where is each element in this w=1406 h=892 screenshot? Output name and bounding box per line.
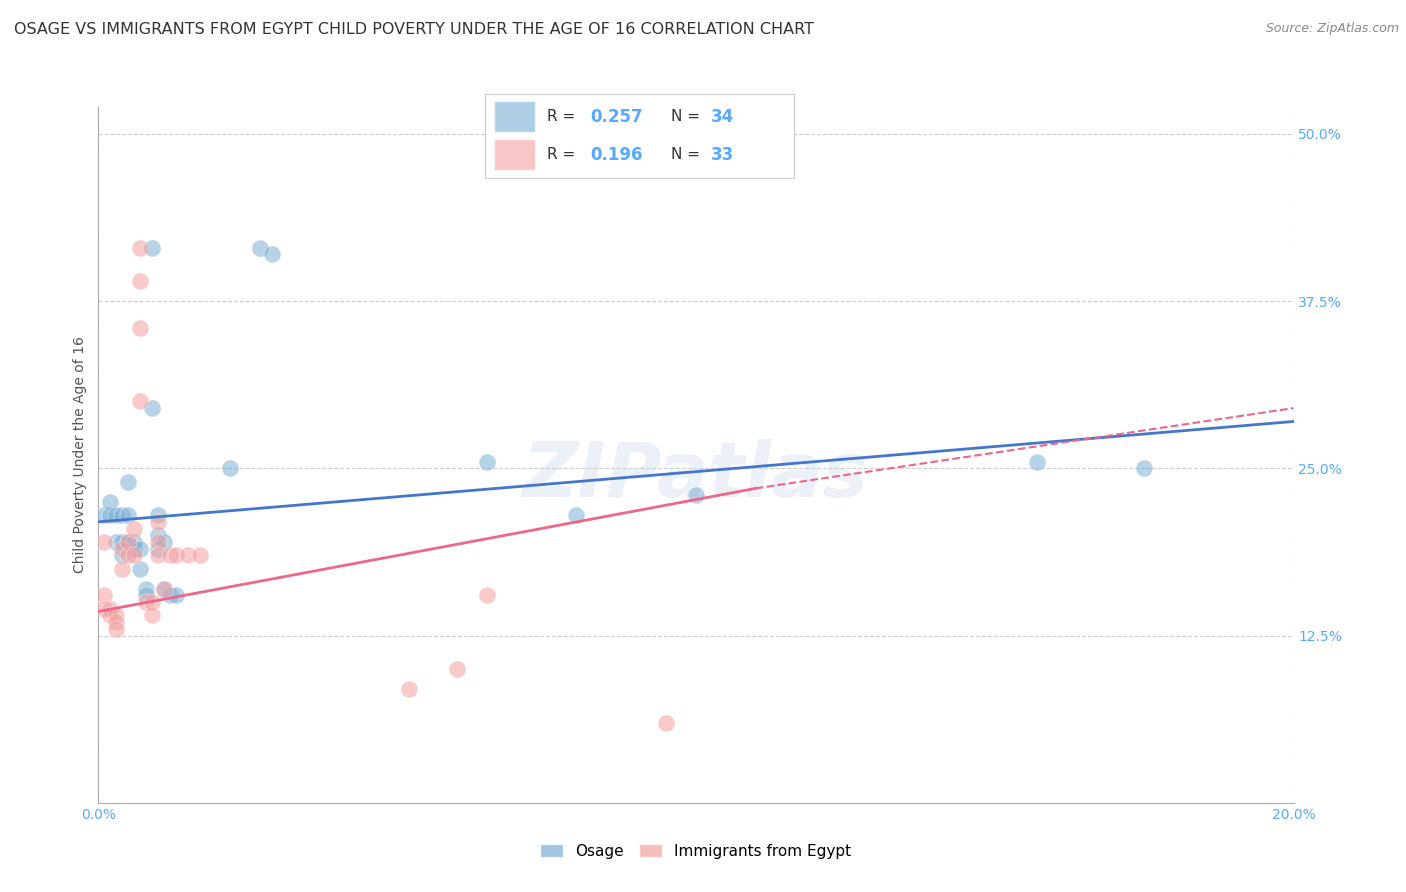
- Point: [188, 548, 211, 563]
- Point: [148, 508, 170, 523]
- Point: [141, 401, 163, 416]
- Point: [124, 521, 146, 535]
- Point: [93, 535, 115, 549]
- Point: [165, 548, 187, 563]
- Point: [111, 548, 134, 563]
- Point: [129, 241, 152, 255]
- Point: [177, 548, 200, 563]
- Point: [111, 541, 134, 556]
- Point: [141, 241, 163, 255]
- Point: [153, 535, 176, 549]
- Point: [141, 595, 163, 609]
- Point: [124, 548, 146, 563]
- Text: 33: 33: [711, 145, 734, 163]
- Point: [98, 602, 122, 616]
- Point: [446, 662, 468, 676]
- Bar: [495, 102, 534, 132]
- Point: [117, 535, 139, 549]
- Point: [129, 274, 152, 288]
- Point: [129, 394, 152, 409]
- Text: N =: N =: [671, 147, 704, 162]
- Point: [105, 615, 128, 630]
- Point: [655, 715, 678, 730]
- Point: [111, 562, 134, 576]
- Text: R =: R =: [547, 109, 581, 124]
- Point: [398, 681, 420, 696]
- Point: [117, 548, 139, 563]
- Point: [129, 321, 152, 335]
- Point: [153, 582, 176, 596]
- Text: Source: ZipAtlas.com: Source: ZipAtlas.com: [1265, 22, 1399, 36]
- Point: [148, 548, 170, 563]
- Bar: [495, 139, 534, 169]
- Point: [93, 589, 115, 603]
- Point: [153, 582, 176, 596]
- Point: [117, 475, 139, 489]
- Point: [135, 589, 157, 603]
- Y-axis label: Child Poverty Under the Age of 16: Child Poverty Under the Age of 16: [73, 336, 87, 574]
- Point: [98, 508, 122, 523]
- Point: [141, 608, 163, 623]
- Point: [98, 494, 122, 508]
- Point: [475, 455, 498, 469]
- Point: [98, 608, 122, 623]
- Text: 0.257: 0.257: [591, 108, 643, 126]
- Point: [105, 622, 128, 636]
- Point: [159, 548, 181, 563]
- Text: N =: N =: [671, 109, 704, 124]
- Point: [1025, 455, 1047, 469]
- Point: [148, 528, 170, 542]
- Point: [260, 247, 283, 261]
- Legend: Osage, Immigrants from Egypt: Osage, Immigrants from Egypt: [534, 838, 858, 864]
- Point: [1133, 461, 1156, 475]
- Point: [135, 582, 157, 596]
- Point: [135, 595, 157, 609]
- Point: [111, 508, 134, 523]
- Point: [148, 541, 170, 556]
- Point: [565, 508, 588, 523]
- Point: [124, 541, 146, 556]
- Point: [93, 602, 115, 616]
- Text: ZIPatlas: ZIPatlas: [523, 439, 869, 513]
- Point: [475, 589, 498, 603]
- Text: R =: R =: [547, 147, 581, 162]
- Point: [93, 508, 115, 523]
- Point: [117, 535, 139, 549]
- Point: [117, 508, 139, 523]
- Point: [105, 508, 128, 523]
- Point: [249, 241, 271, 255]
- Point: [148, 515, 170, 529]
- Point: [124, 535, 146, 549]
- Point: [219, 461, 242, 475]
- Point: [129, 562, 152, 576]
- Point: [111, 535, 134, 549]
- Text: 34: 34: [711, 108, 734, 126]
- Point: [105, 535, 128, 549]
- Point: [165, 589, 187, 603]
- Point: [105, 608, 128, 623]
- Point: [148, 535, 170, 549]
- Point: [685, 488, 707, 502]
- Point: [159, 589, 181, 603]
- Point: [129, 541, 152, 556]
- Text: OSAGE VS IMMIGRANTS FROM EGYPT CHILD POVERTY UNDER THE AGE OF 16 CORRELATION CHA: OSAGE VS IMMIGRANTS FROM EGYPT CHILD POV…: [14, 22, 814, 37]
- Text: 0.196: 0.196: [591, 145, 643, 163]
